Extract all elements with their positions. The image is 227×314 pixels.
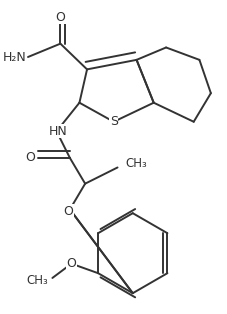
Text: H₂N: H₂N	[2, 51, 26, 63]
Text: O: O	[63, 205, 73, 218]
Text: O: O	[25, 151, 35, 165]
Text: CH₃: CH₃	[26, 274, 47, 287]
Text: O: O	[55, 10, 65, 24]
Text: HN: HN	[49, 125, 68, 138]
Text: CH₃: CH₃	[125, 157, 146, 170]
Text: O: O	[66, 257, 76, 270]
Text: S: S	[109, 115, 117, 128]
